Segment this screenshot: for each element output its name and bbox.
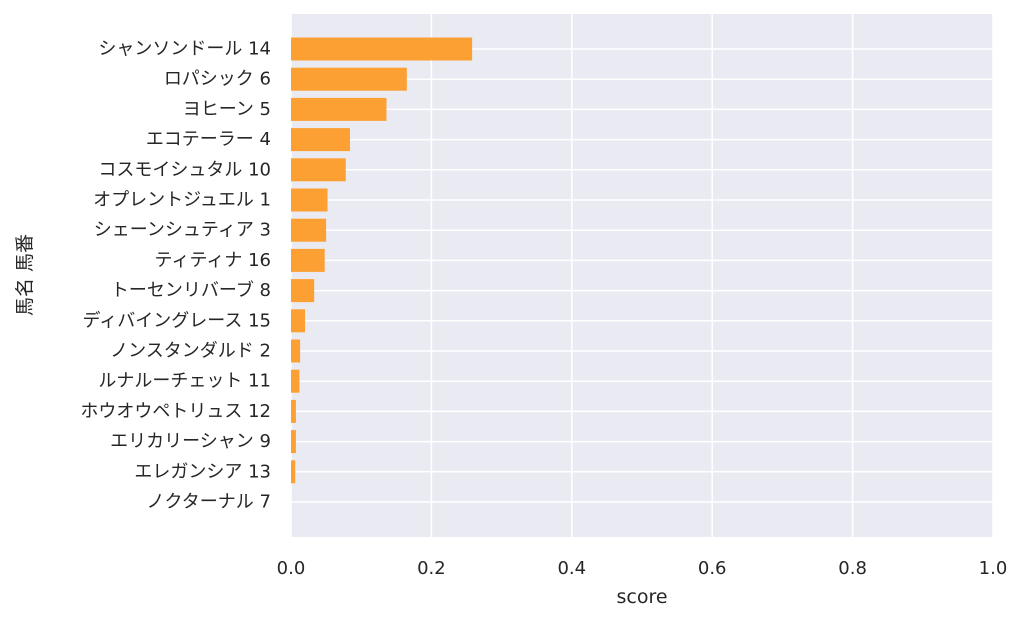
bar: [291, 188, 328, 212]
bar: [291, 218, 327, 242]
x-tick-label: 0.4: [557, 558, 586, 579]
y-tick-label: ティティナ 16: [155, 250, 271, 271]
y-tick-label: トーセンリバーブ 8: [111, 279, 271, 301]
x-tick-label: 0.2: [417, 558, 446, 579]
y-tick-label: シャンソンドール 14: [98, 39, 271, 60]
x-axis-label: score: [616, 586, 667, 608]
y-tick-labels: シャンソンドール 14 ロパシック 6 ヨヒーン 5 エコテーラー 4 コスモイシュタル…: [80, 39, 271, 513]
grid-lines: [290, 14, 994, 537]
bar: [291, 158, 346, 182]
bar: [291, 430, 296, 454]
bar: [291, 279, 315, 303]
y-tick-label: ディバイングレース 15: [83, 310, 271, 331]
y-tick-label: シェーンシュティア 3: [94, 220, 271, 241]
bar: [291, 460, 296, 484]
plot-area: [291, 14, 993, 537]
y-tick-label: ノクターナル 7: [147, 492, 271, 513]
y-tick-label: エコテーラー 4: [146, 129, 271, 150]
x-tick-label: 1.0: [979, 558, 1008, 579]
x-tick-label: 0.8: [838, 558, 867, 579]
y-axis-label: 馬名 馬番: [14, 234, 36, 316]
bars: [291, 37, 473, 484]
bar: [291, 369, 300, 393]
x-tick-labels: 0.0 0.2 0.4 0.6 0.8 1.0: [277, 558, 1008, 579]
bar: [291, 128, 350, 152]
bar: [291, 97, 387, 121]
y-tick-label: オプレントジュエル 1: [93, 190, 271, 211]
y-tick-label: ヨヒーン 5: [183, 99, 271, 120]
y-tick-label: エレガンシア 13: [134, 461, 271, 482]
x-tick-label: 0.6: [698, 558, 727, 579]
y-tick-label: ホウオウペトリュス 12: [80, 401, 271, 422]
y-tick-label: エリカリーシャン 9: [110, 431, 271, 452]
x-tick-label: 0.0: [277, 558, 306, 579]
y-tick-label: ルナルーチェット 11: [98, 371, 271, 392]
bar: [291, 67, 407, 91]
y-tick-label: ロパシック 6: [164, 69, 271, 90]
y-tick-label: コスモイシュタル 10: [98, 159, 271, 180]
bar: [291, 309, 306, 333]
bar: [291, 339, 301, 363]
y-tick-label: ノンスタンダルド 2: [110, 341, 271, 362]
bar: [291, 248, 325, 272]
bar: [291, 399, 296, 423]
bar: [291, 37, 473, 61]
